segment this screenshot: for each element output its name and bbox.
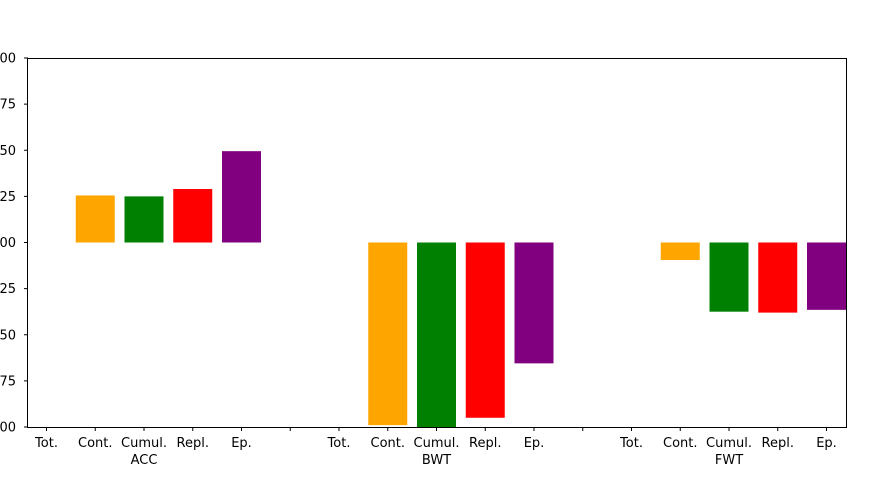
x-axis: Tot. Cont. Cumul. Repl. Ep. ACC Tot. Cont. Cumul… — [34, 427, 837, 468]
y-axis: 00 75 50 25 00 25 50 75 00 — [0, 52, 28, 436]
y-tick-label: 00 — [0, 52, 16, 67]
y-tick-label: 25 — [0, 190, 16, 205]
bar-bwt-ep — [514, 242, 554, 364]
bar-acc-ep — [222, 151, 261, 243]
x-tick-label: Ep. — [231, 436, 252, 451]
bar-fwt-cont — [660, 242, 700, 261]
bar-fwt-ep — [807, 242, 846, 310]
bar-acc-cont — [75, 195, 115, 243]
x-tick-label: Repl. — [469, 436, 501, 451]
group-label-fwt: FWT — [715, 453, 743, 468]
bar-fwt-cumul — [709, 242, 749, 312]
bar-bwt-repl — [465, 242, 505, 418]
bar-bwt-cont — [368, 242, 408, 426]
bars-layer — [75, 151, 846, 427]
y-tick-label: 00 — [0, 421, 16, 436]
bar-acc-cumul — [124, 196, 164, 243]
x-tick-label: Repl. — [762, 436, 794, 451]
x-tick-label: Cont. — [663, 436, 698, 451]
x-tick-label: Cumul. — [706, 436, 752, 451]
group-label-acc: ACC — [131, 453, 158, 468]
x-tick-label: Cont. — [371, 436, 406, 451]
x-tick-label: Cont. — [78, 436, 113, 451]
y-tick-label: 75 — [0, 98, 16, 113]
x-tick-label: Tot. — [619, 436, 643, 451]
y-tick-label: 25 — [0, 282, 16, 297]
bar-bwt-cumul — [417, 242, 456, 427]
x-tick-label: Ep. — [524, 436, 545, 451]
group-label-bwt: BWT — [422, 453, 451, 468]
bar-acc-repl — [173, 189, 213, 243]
y-tick-label: 50 — [0, 144, 16, 159]
y-tick-label: 75 — [0, 374, 16, 389]
y-tick-label: 00 — [0, 236, 16, 251]
bar-fwt-repl — [758, 242, 798, 313]
y-tick-label: 50 — [0, 328, 16, 343]
x-tick-label: Cumul. — [121, 436, 167, 451]
x-tick-label: Tot. — [34, 436, 58, 451]
x-tick-label: Ep. — [816, 436, 837, 451]
x-tick-label: Cumul. — [414, 436, 460, 451]
x-tick-label: Tot. — [327, 436, 351, 451]
x-tick-label: Repl. — [177, 436, 209, 451]
